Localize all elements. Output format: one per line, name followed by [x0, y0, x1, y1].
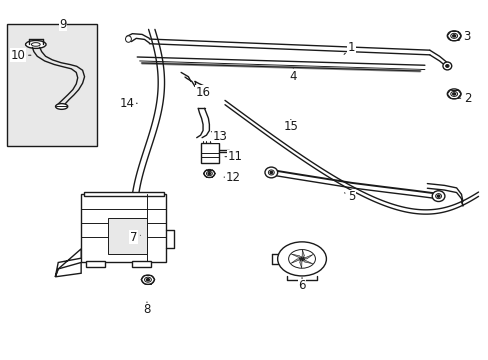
Ellipse shape — [142, 275, 154, 284]
Ellipse shape — [431, 191, 444, 202]
Ellipse shape — [450, 33, 457, 39]
Text: 10: 10 — [10, 49, 31, 62]
Bar — [81, 194, 166, 262]
Text: 16: 16 — [195, 86, 210, 99]
Bar — [6, 24, 97, 146]
Text: 8: 8 — [143, 302, 150, 316]
Polygon shape — [290, 259, 302, 264]
Ellipse shape — [264, 167, 277, 178]
Ellipse shape — [206, 171, 212, 176]
Ellipse shape — [146, 279, 149, 281]
Ellipse shape — [452, 93, 455, 95]
Ellipse shape — [445, 64, 448, 67]
Bar — [86, 261, 104, 267]
Ellipse shape — [277, 242, 326, 276]
Text: 14: 14 — [120, 97, 137, 110]
Text: 3: 3 — [458, 30, 469, 43]
Text: 7: 7 — [129, 231, 140, 244]
Ellipse shape — [436, 195, 439, 197]
Text: 6: 6 — [298, 278, 305, 292]
Text: 1: 1 — [344, 41, 355, 54]
Polygon shape — [302, 259, 312, 264]
Ellipse shape — [56, 104, 68, 109]
Polygon shape — [55, 262, 81, 277]
Text: 5: 5 — [344, 190, 355, 203]
Ellipse shape — [25, 41, 46, 48]
Ellipse shape — [450, 91, 457, 96]
Ellipse shape — [208, 173, 210, 175]
Ellipse shape — [31, 42, 40, 46]
Ellipse shape — [442, 62, 451, 70]
Bar — [108, 218, 147, 253]
Text: 15: 15 — [283, 121, 298, 134]
Ellipse shape — [447, 89, 460, 99]
Ellipse shape — [452, 35, 455, 37]
Text: 12: 12 — [224, 171, 240, 184]
Text: 2: 2 — [458, 92, 470, 105]
Ellipse shape — [125, 36, 131, 42]
Bar — [83, 192, 163, 196]
Ellipse shape — [447, 31, 460, 41]
Text: 13: 13 — [211, 130, 227, 143]
Ellipse shape — [435, 194, 441, 199]
Polygon shape — [302, 249, 304, 259]
Polygon shape — [55, 249, 81, 277]
Ellipse shape — [288, 249, 315, 268]
Ellipse shape — [299, 257, 304, 261]
Polygon shape — [302, 255, 312, 259]
Text: 9: 9 — [59, 18, 67, 31]
Ellipse shape — [203, 170, 214, 177]
Ellipse shape — [268, 170, 274, 175]
Bar — [132, 261, 151, 267]
Polygon shape — [291, 254, 302, 259]
Text: 4: 4 — [289, 69, 296, 82]
Text: 11: 11 — [224, 150, 242, 163]
Bar — [200, 143, 219, 163]
Ellipse shape — [269, 171, 272, 174]
Ellipse shape — [144, 277, 151, 282]
Polygon shape — [299, 259, 302, 268]
